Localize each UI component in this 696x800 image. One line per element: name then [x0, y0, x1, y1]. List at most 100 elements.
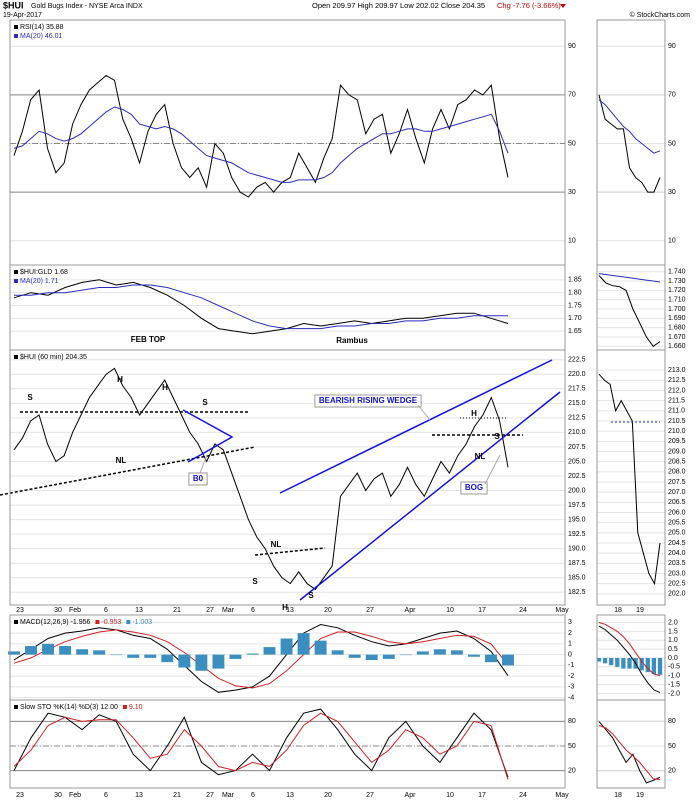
histogram-bar [450, 650, 463, 655]
y-tick-label: 1.720 [668, 287, 686, 294]
x-tick-label: 21 [173, 607, 181, 614]
series-line [598, 725, 661, 781]
annotation: NL [475, 452, 486, 461]
histogram-bar [42, 643, 55, 655]
x-tick-label: 24 [519, 792, 527, 799]
series-line [13, 279, 509, 335]
x-tick-label: 17 [478, 607, 486, 614]
x-tick-label: 27 [366, 607, 374, 614]
x-tick-label: 20 [324, 792, 332, 799]
y-tick-label: -4 [568, 694, 574, 701]
legend-entry: 9.10 [129, 704, 143, 711]
y-tick-label: 204.5 [668, 540, 686, 547]
wedge-upper [279, 359, 553, 494]
x-tick-label: 24 [519, 607, 527, 614]
y-tick-label: 220.0 [568, 371, 586, 378]
legend-entry: MACD(12,26,9) -1.956 [20, 619, 91, 626]
annotation-box [188, 472, 208, 486]
x-tick-label: Feb [69, 607, 81, 614]
y-tick-label: 205.0 [568, 458, 586, 465]
y-tick-label: -1.5 [668, 681, 680, 688]
x-tick-label: 30 [54, 607, 62, 614]
y-tick-label: 1.65 [568, 328, 582, 335]
y-tick-label: 222.5 [568, 357, 586, 364]
legend-swatch [122, 705, 127, 709]
x-tick-label: 10 [446, 607, 454, 614]
y-tick-label: 202.0 [668, 591, 686, 598]
histogram-bar [399, 654, 412, 656]
histogram-bar [8, 651, 20, 655]
series-line [13, 367, 509, 591]
x-tick-label: 10 [446, 792, 454, 799]
histogram-bar [657, 658, 663, 675]
histogram-bar [110, 654, 123, 656]
x-tick-label: 6 [251, 792, 255, 799]
histogram-bar [59, 646, 72, 655]
quote: Open 209.97 High 209.97 Low 202.02 Close… [312, 1, 485, 10]
y-tick-label: 10 [668, 238, 676, 245]
y-tick-label: 187.5 [568, 560, 586, 567]
y-tick-label: 192.5 [568, 531, 586, 538]
x-tick-label: Apr [405, 792, 417, 799]
series-line [13, 623, 509, 693]
y-tick-label: 202.5 [668, 581, 686, 588]
triangle [182, 409, 234, 463]
y-tick-label: 1.85 [568, 277, 582, 284]
x-tick-label: 27 [366, 792, 374, 799]
y-tick-label: 50 [568, 743, 576, 750]
legend-entry: MA(20) 46.01 [20, 33, 63, 40]
series-line [598, 721, 661, 784]
y-tick-label: 210.0 [568, 429, 586, 436]
annotation: H [117, 375, 123, 384]
y-tick-label: 10 [568, 238, 576, 245]
y-tick-label: -1.0 [668, 673, 680, 680]
y-tick-label: 1.740 [668, 269, 686, 276]
legend-entry: MA(20) 1.71 [20, 278, 59, 285]
y-tick-label: 1.0 [668, 637, 678, 644]
y-tick-label: 3 [568, 619, 572, 626]
x-tick-label: 19 [636, 607, 644, 614]
annotation: S [252, 577, 258, 586]
y-tick-label: 90 [668, 43, 676, 50]
annotation-box [460, 481, 488, 495]
x-tick-label: 18 [614, 607, 622, 614]
y-tick-label: 200.0 [568, 487, 586, 494]
y-tick-label: 210.0 [668, 428, 686, 435]
y-tick-label: 209.5 [668, 438, 686, 445]
legend-swatch [14, 355, 18, 359]
down-arrow [560, 4, 566, 8]
x-tick-label: 23 [16, 607, 24, 614]
histogram-bar [609, 658, 614, 666]
legend-entry: -1.003 [132, 619, 152, 626]
y-tick-label: 182.5 [568, 589, 586, 596]
series-line [598, 273, 661, 283]
date: 19-Apr-2017 [3, 12, 42, 19]
series-line [14, 284, 508, 330]
y-tick-label: 0.0 [668, 655, 678, 662]
histogram-bar [127, 654, 140, 658]
x-tick-label: 30 [54, 792, 62, 799]
y-tick-label: 1.680 [668, 324, 686, 331]
x-tick-label: 19 [636, 792, 644, 799]
annotation-box [314, 394, 422, 408]
panel-frame [596, 349, 666, 606]
y-tick-label: 203.5 [668, 560, 686, 567]
annotation: H [282, 603, 288, 612]
y-tick-label: 205.5 [668, 520, 686, 527]
y-tick-label: -2 [568, 673, 574, 680]
y-tick-label: 195.0 [568, 516, 586, 523]
histogram-bar [651, 658, 657, 674]
x-tick-label: May [555, 607, 569, 614]
y-tick-label: 1 [568, 641, 572, 648]
neckline [0, 446, 256, 496]
legend-swatch [95, 620, 100, 624]
histogram-bar [144, 654, 157, 658]
x-tick-label: 6 [104, 607, 108, 614]
y-tick-label: 215.0 [568, 400, 586, 407]
series-line [598, 275, 661, 347]
x-tick-label: 20 [324, 607, 332, 614]
annotation: NL [271, 540, 282, 549]
x-tick-label: May [555, 792, 569, 799]
annotation: S [202, 398, 208, 407]
x-tick-label: Feb [69, 792, 81, 799]
